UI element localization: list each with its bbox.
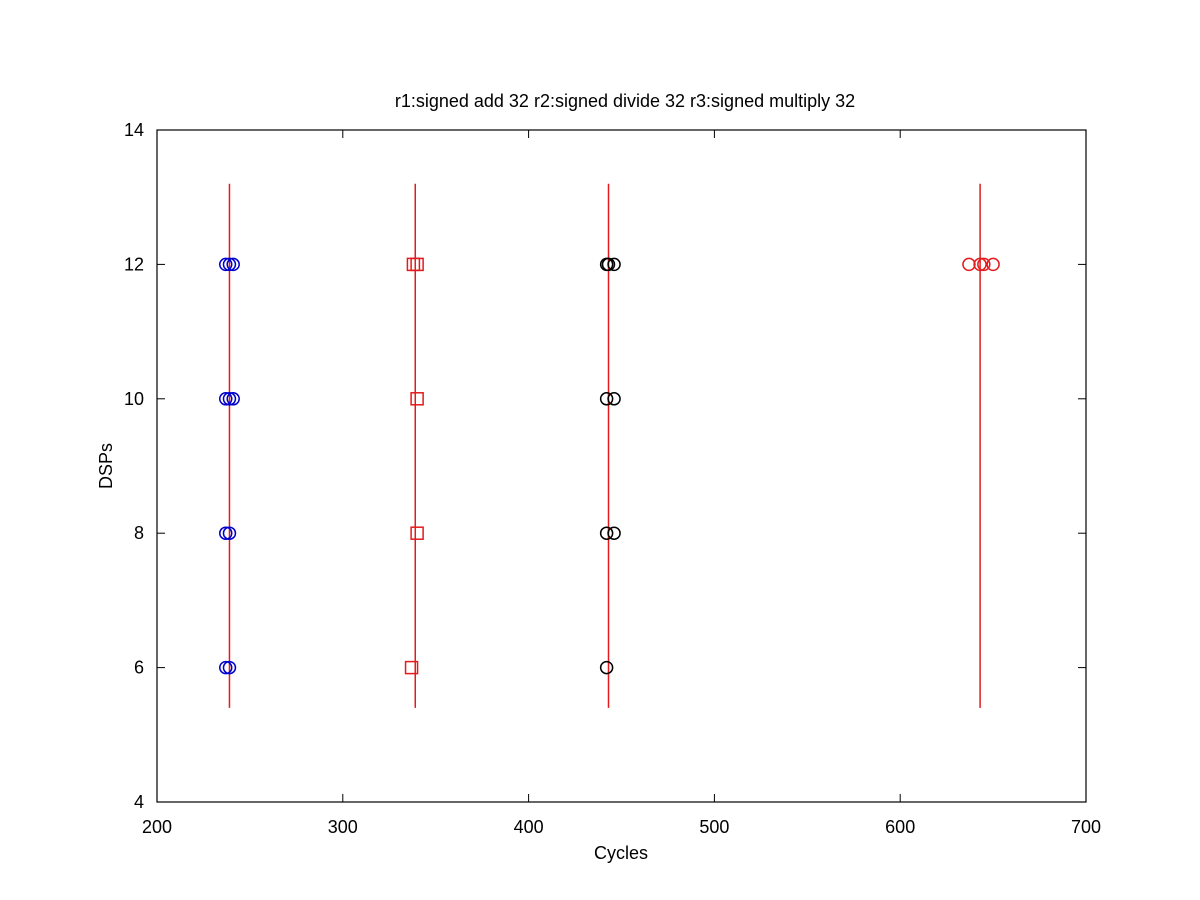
x-tick-label-3: 500 bbox=[699, 817, 729, 837]
data-point-s0-6 bbox=[226, 392, 240, 406]
data-point-s2-4 bbox=[607, 392, 621, 406]
data-point-s2-7 bbox=[607, 257, 621, 272]
data-point-s0-7 bbox=[218, 257, 233, 272]
data-point-s3-1 bbox=[973, 257, 987, 272]
y-tick-label-0: 4 bbox=[134, 792, 144, 812]
data-point-s1-4 bbox=[410, 257, 424, 272]
data-point-s1-0 bbox=[404, 660, 419, 675]
y-tick-label-1: 6 bbox=[134, 658, 144, 678]
x-axis-label: Cycles bbox=[594, 843, 648, 863]
data-point-s3-2 bbox=[977, 257, 991, 272]
y-tick-label-3: 10 bbox=[124, 389, 144, 409]
data-point-s2-3 bbox=[599, 392, 614, 406]
data-point-s1-1 bbox=[410, 526, 424, 540]
y-tick-label-5: 14 bbox=[124, 120, 144, 140]
x-tick-label-2: 400 bbox=[514, 817, 544, 837]
data-point-s0-9 bbox=[226, 257, 240, 272]
data-point-s0-3 bbox=[222, 526, 237, 540]
plot-area bbox=[218, 183, 1000, 708]
plot-frame bbox=[156, 129, 1087, 803]
data-point-s2-1 bbox=[599, 526, 614, 540]
data-point-s1-3 bbox=[406, 257, 421, 272]
data-point-s2-2 bbox=[607, 526, 621, 540]
x-tick-label-1: 300 bbox=[328, 817, 358, 837]
y-axis-label: DSPs bbox=[96, 443, 116, 489]
data-point-s3-0 bbox=[962, 257, 976, 272]
data-point-s0-8 bbox=[222, 257, 237, 272]
data-point-s0-2 bbox=[218, 526, 233, 540]
y-tick-label-4: 12 bbox=[124, 254, 144, 274]
data-point-s0-1 bbox=[222, 660, 237, 675]
data-point-s1-2 bbox=[410, 392, 424, 406]
axes: 200 300 400 500 600 700 4 6 8 10 12 14 bbox=[124, 120, 1101, 837]
x-tick-label-5: 700 bbox=[1071, 817, 1101, 837]
data-point-s2-6 bbox=[601, 257, 616, 272]
data-point-s0-0 bbox=[218, 660, 233, 675]
data-point-s0-5 bbox=[222, 392, 237, 406]
data-point-s0-4 bbox=[218, 392, 233, 406]
x-tick-label-0: 200 bbox=[142, 817, 172, 837]
y-tick-label-2: 8 bbox=[134, 523, 144, 543]
chart-title: r1:signed add 32 r2:signed divide 32 r3:… bbox=[395, 91, 855, 111]
data-point-s2-0 bbox=[599, 660, 614, 675]
data-point-s3-3 bbox=[986, 257, 1000, 272]
x-tick-label-4: 600 bbox=[885, 817, 915, 837]
